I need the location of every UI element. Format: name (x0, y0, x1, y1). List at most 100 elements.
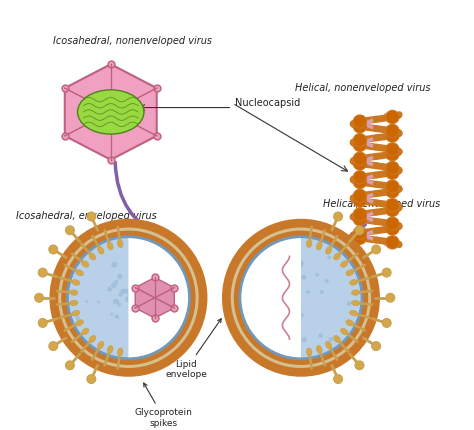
Ellipse shape (82, 328, 89, 335)
Ellipse shape (326, 341, 332, 349)
Circle shape (306, 290, 310, 294)
Circle shape (278, 332, 283, 336)
Ellipse shape (89, 253, 96, 260)
Circle shape (124, 289, 128, 294)
Ellipse shape (346, 320, 354, 326)
Circle shape (163, 252, 166, 255)
Circle shape (190, 282, 193, 286)
Circle shape (319, 290, 324, 294)
Circle shape (328, 337, 333, 342)
Circle shape (49, 342, 58, 350)
Circle shape (353, 212, 366, 226)
Circle shape (128, 293, 131, 297)
Circle shape (280, 280, 285, 285)
Circle shape (128, 294, 133, 299)
Circle shape (382, 319, 391, 327)
Polygon shape (65, 64, 157, 160)
Ellipse shape (352, 290, 360, 295)
Ellipse shape (70, 290, 78, 295)
Circle shape (316, 273, 319, 276)
Ellipse shape (326, 247, 332, 254)
Circle shape (287, 278, 291, 282)
Ellipse shape (341, 261, 348, 267)
Circle shape (135, 276, 139, 280)
Circle shape (353, 175, 366, 189)
Circle shape (113, 298, 119, 304)
Circle shape (386, 199, 399, 212)
Text: Nucleocapsid: Nucleocapsid (235, 98, 300, 108)
Circle shape (183, 293, 189, 298)
Circle shape (334, 375, 343, 384)
Circle shape (35, 293, 44, 302)
Wedge shape (225, 222, 301, 373)
Circle shape (298, 309, 301, 312)
Circle shape (78, 247, 83, 253)
Circle shape (386, 203, 399, 216)
Circle shape (134, 309, 137, 313)
Circle shape (353, 171, 366, 184)
Ellipse shape (78, 90, 144, 134)
Circle shape (256, 301, 259, 304)
Ellipse shape (72, 310, 80, 316)
Circle shape (295, 294, 299, 298)
Circle shape (191, 316, 196, 322)
Ellipse shape (76, 270, 83, 276)
Circle shape (301, 275, 306, 280)
Circle shape (353, 120, 366, 133)
Circle shape (73, 281, 77, 284)
Circle shape (85, 344, 90, 348)
Circle shape (347, 301, 351, 306)
Circle shape (183, 273, 188, 278)
Circle shape (301, 313, 304, 316)
Circle shape (353, 152, 366, 166)
Circle shape (353, 115, 366, 128)
Ellipse shape (98, 341, 104, 349)
Text: Icosahedral, nonenveloped virus: Icosahedral, nonenveloped virus (54, 36, 212, 46)
Ellipse shape (307, 348, 312, 356)
Circle shape (255, 297, 258, 300)
Circle shape (302, 337, 307, 342)
Circle shape (353, 227, 366, 240)
Circle shape (65, 226, 74, 235)
Ellipse shape (334, 253, 340, 260)
Ellipse shape (316, 242, 322, 250)
Circle shape (111, 262, 117, 267)
Circle shape (118, 304, 120, 307)
Circle shape (319, 333, 323, 338)
Circle shape (353, 189, 366, 203)
Circle shape (386, 166, 399, 179)
Circle shape (269, 295, 273, 298)
Circle shape (120, 289, 126, 294)
Circle shape (334, 212, 343, 221)
Text: Helical, enveloped virus: Helical, enveloped virus (323, 199, 440, 209)
Circle shape (353, 134, 366, 147)
Circle shape (120, 350, 123, 353)
Circle shape (286, 268, 292, 274)
Circle shape (264, 333, 267, 336)
Circle shape (386, 147, 399, 161)
Circle shape (372, 342, 381, 350)
Circle shape (386, 161, 399, 175)
Circle shape (325, 279, 329, 283)
Circle shape (279, 363, 283, 367)
Circle shape (97, 301, 100, 304)
Circle shape (372, 245, 381, 254)
Circle shape (386, 111, 399, 123)
Circle shape (110, 313, 113, 316)
Ellipse shape (89, 335, 96, 343)
Circle shape (251, 312, 255, 316)
Circle shape (38, 319, 47, 327)
Ellipse shape (350, 280, 357, 285)
Circle shape (386, 180, 399, 193)
Circle shape (125, 296, 131, 302)
Circle shape (87, 375, 96, 384)
Circle shape (53, 223, 204, 373)
Circle shape (87, 212, 96, 221)
Circle shape (38, 268, 47, 277)
Circle shape (292, 315, 296, 319)
Circle shape (267, 318, 270, 321)
Circle shape (353, 138, 366, 151)
Circle shape (386, 222, 399, 235)
Ellipse shape (307, 240, 312, 248)
Circle shape (273, 352, 277, 356)
